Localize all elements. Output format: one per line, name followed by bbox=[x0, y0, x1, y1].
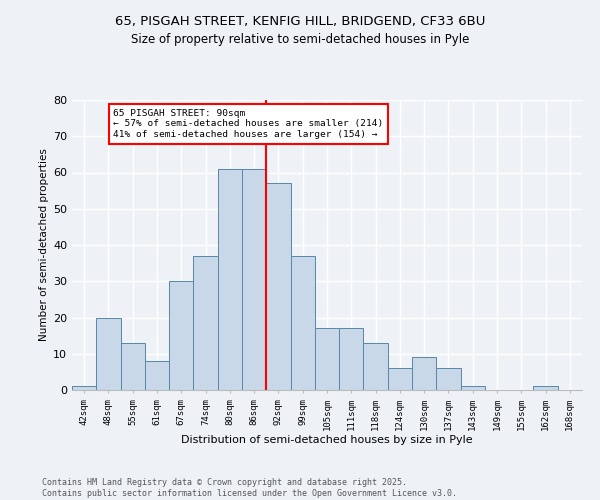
Bar bbox=[315, 328, 339, 390]
Text: Contains HM Land Registry data © Crown copyright and database right 2025.
Contai: Contains HM Land Registry data © Crown c… bbox=[42, 478, 457, 498]
Bar bbox=[169, 281, 193, 390]
Bar bbox=[339, 328, 364, 390]
Bar bbox=[436, 368, 461, 390]
Text: 65 PISGAH STREET: 90sqm
← 57% of semi-detached houses are smaller (214)
41% of s: 65 PISGAH STREET: 90sqm ← 57% of semi-de… bbox=[113, 109, 383, 139]
Text: 65, PISGAH STREET, KENFIG HILL, BRIDGEND, CF33 6BU: 65, PISGAH STREET, KENFIG HILL, BRIDGEND… bbox=[115, 15, 485, 28]
Bar bbox=[364, 343, 388, 390]
Bar bbox=[266, 184, 290, 390]
Bar bbox=[96, 318, 121, 390]
Bar bbox=[72, 386, 96, 390]
Y-axis label: Number of semi-detached properties: Number of semi-detached properties bbox=[39, 148, 49, 342]
Bar bbox=[412, 358, 436, 390]
Text: Size of property relative to semi-detached houses in Pyle: Size of property relative to semi-detach… bbox=[131, 32, 469, 46]
Bar bbox=[242, 169, 266, 390]
Bar bbox=[533, 386, 558, 390]
Bar bbox=[388, 368, 412, 390]
Bar bbox=[461, 386, 485, 390]
Bar bbox=[145, 361, 169, 390]
Bar bbox=[193, 256, 218, 390]
X-axis label: Distribution of semi-detached houses by size in Pyle: Distribution of semi-detached houses by … bbox=[181, 436, 473, 446]
Bar bbox=[290, 256, 315, 390]
Bar bbox=[218, 169, 242, 390]
Bar bbox=[121, 343, 145, 390]
